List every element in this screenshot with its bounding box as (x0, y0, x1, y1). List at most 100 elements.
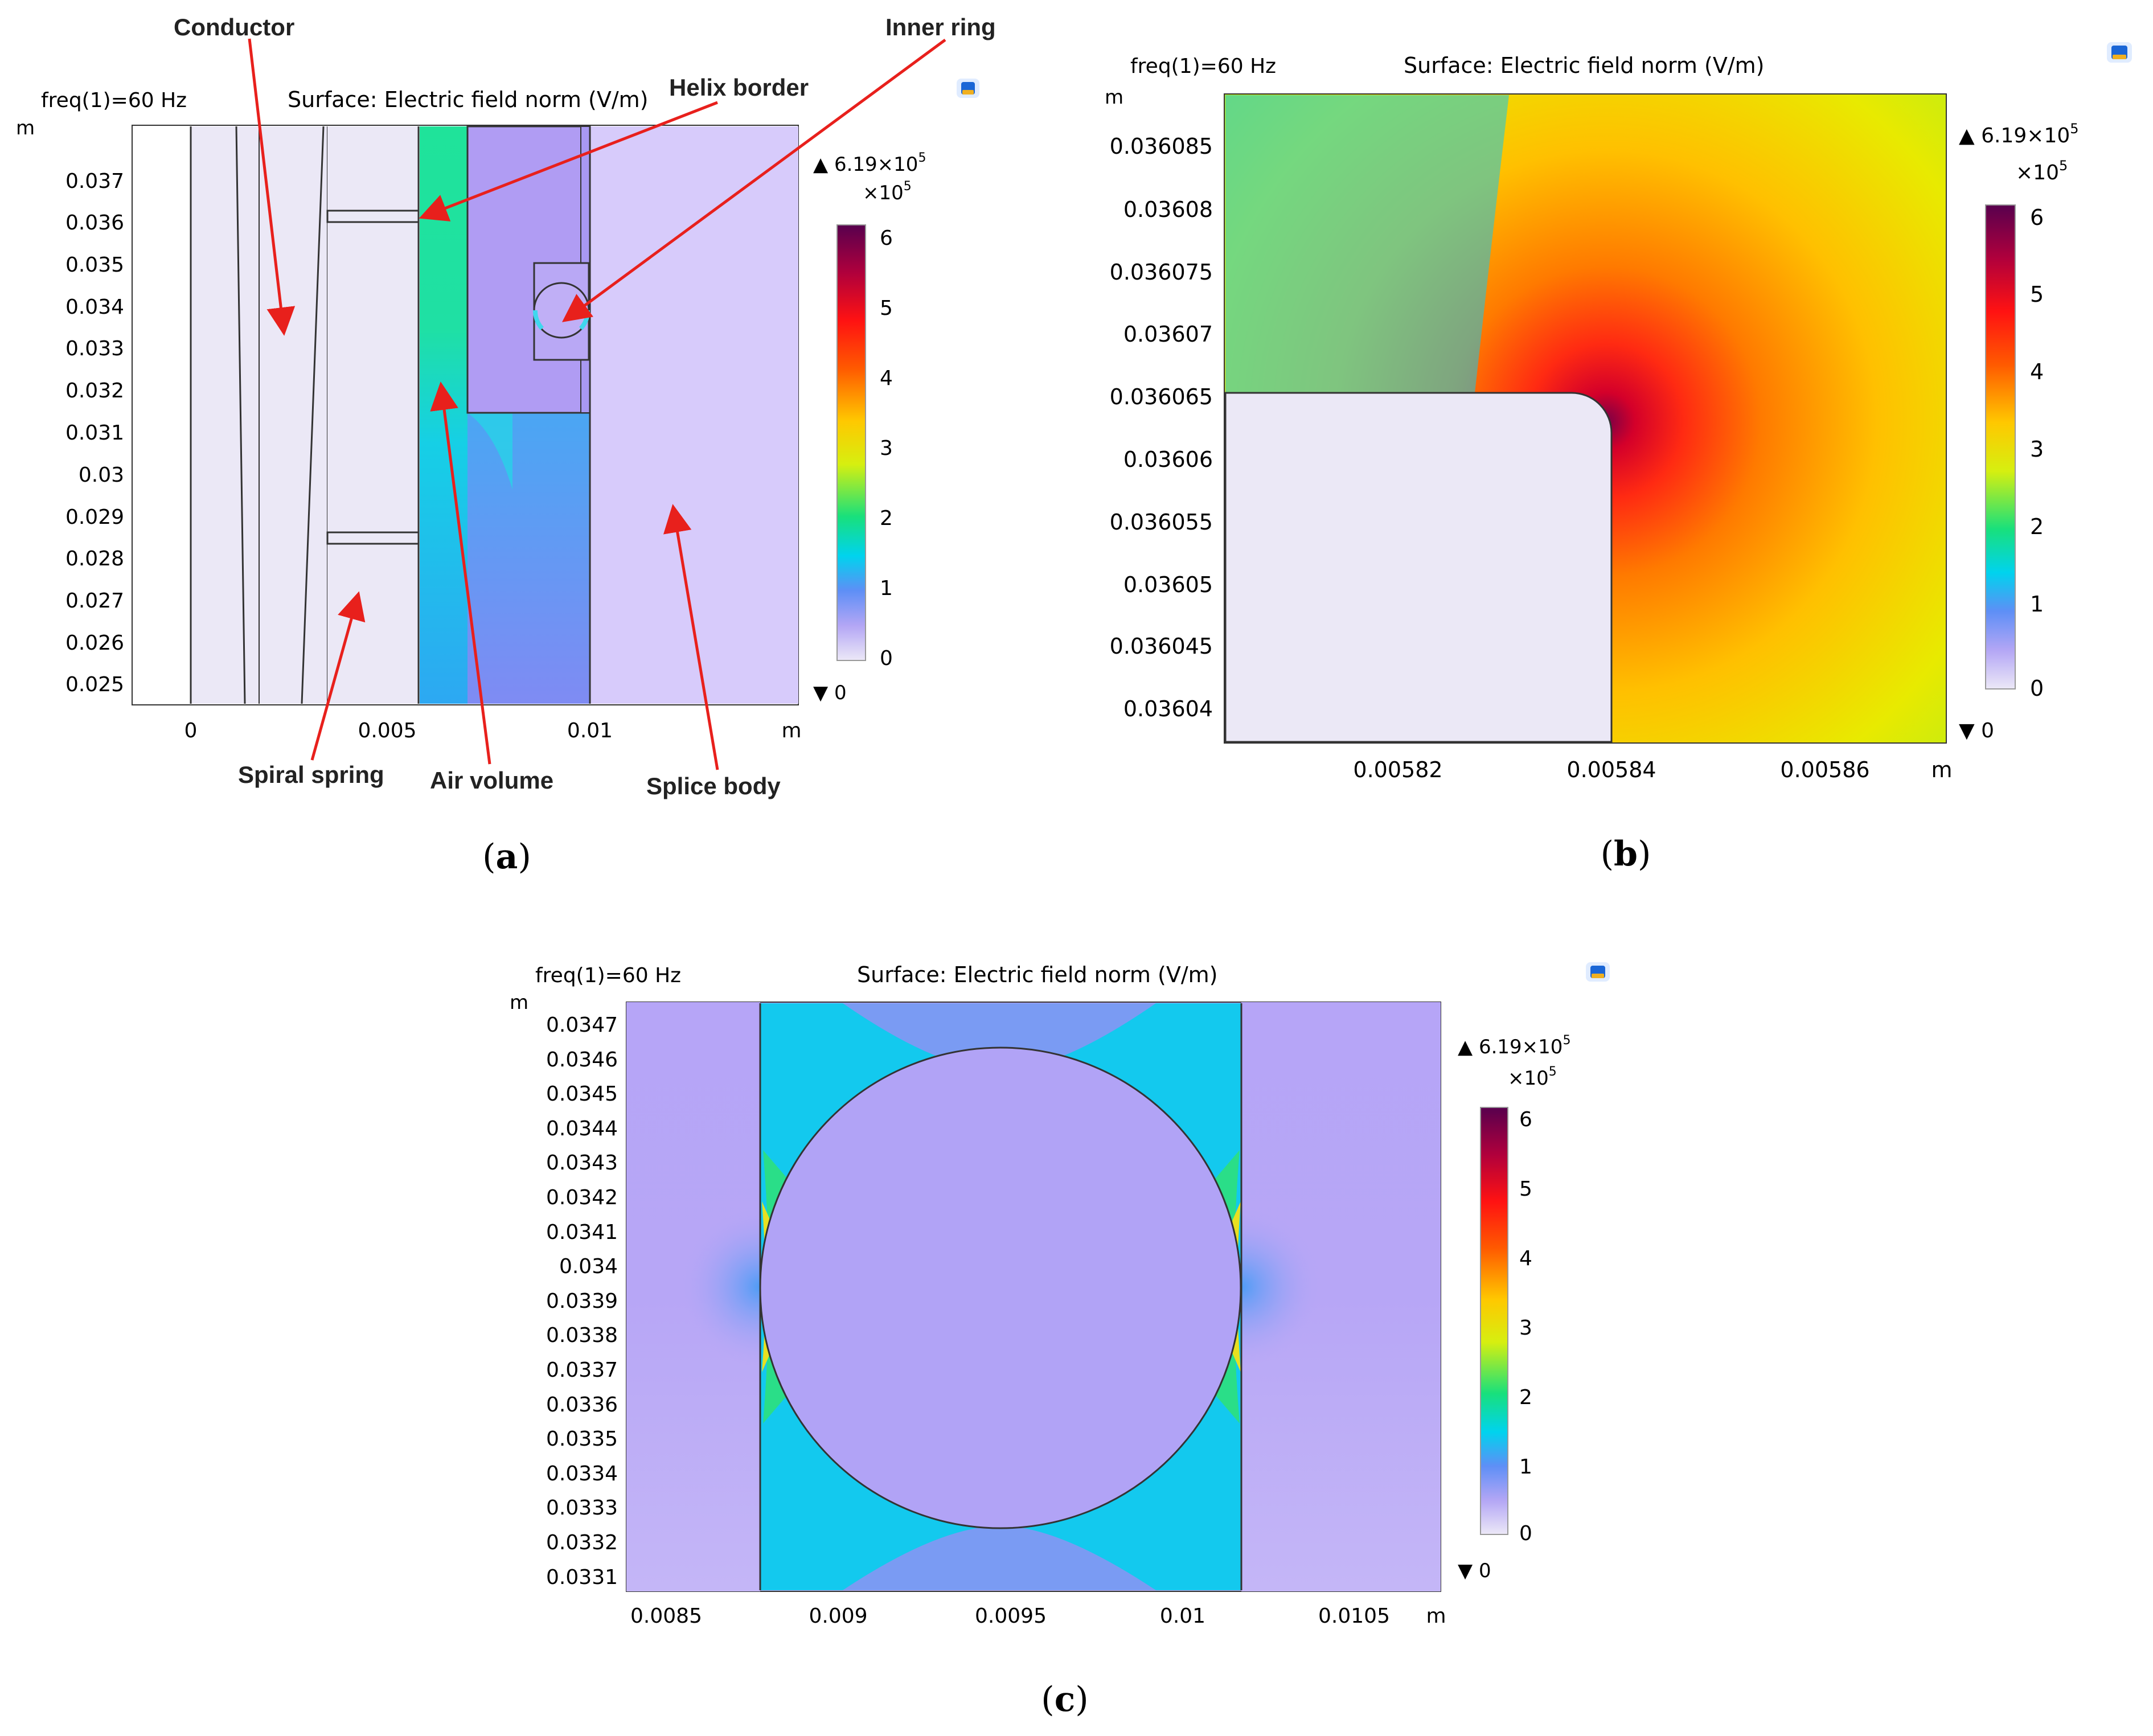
y-tick-label: 0.026 (65, 631, 124, 655)
plot-area-c (626, 1002, 1441, 1592)
colorbar-max-label: ▲ 6.19×105 (1458, 1033, 1570, 1058)
x-tick-label: 0.01 (1160, 1604, 1205, 1628)
x-tick-label: 0.00584 (1566, 757, 1656, 782)
colorbar-tick: 1 (2030, 592, 2044, 617)
x-tick-label: 0.0085 (630, 1604, 702, 1628)
x-tick-label: 0.00586 (1780, 757, 1869, 782)
y-unit: m (510, 991, 528, 1014)
y-tick-label: 0.034 (559, 1255, 618, 1278)
y-unit: m (1105, 86, 1123, 109)
colorbar-min-label: ▼ 0 (1458, 1559, 1491, 1582)
colorbar-tick: 5 (880, 297, 893, 320)
y-tick-label: 0.0343 (546, 1151, 618, 1175)
surface-label: Surface: Electric field norm (V/m) (857, 962, 1217, 987)
y-tick-label: 0.0339 (546, 1290, 618, 1313)
colorbar-tick: 6 (1519, 1108, 1532, 1131)
y-tick-label: 0.0331 (546, 1566, 618, 1589)
colorbar-a: ▲ 6.19×105 ×105 6 5 4 3 2 1 0 ▼ 0 (813, 151, 926, 704)
annotation-spiral-spring: Spiral spring (238, 761, 384, 788)
comsol-logo-icon (2107, 42, 2132, 63)
y-tick-label: 0.0334 (546, 1462, 618, 1485)
panel-a: freq(1)=60 Hz Surface: Electric field no… (16, 14, 996, 877)
colorbar-tick: 2 (1519, 1386, 1532, 1409)
colorbar-tick: 5 (2030, 282, 2044, 307)
y-tick-label: 0.0342 (546, 1186, 618, 1209)
colorbar-gradient (1985, 204, 2016, 690)
y-ticks-c: 0.0347 0.0346 0.0345 0.0344 0.0343 0.034… (546, 1013, 618, 1589)
y-tick-label: 0.03607 (1123, 322, 1213, 347)
colorbar-tick: 0 (2030, 676, 2044, 701)
freq-label: freq(1)=60 Hz (1130, 55, 1276, 78)
plot-area-b (1224, 93, 1947, 744)
y-tick-label: 0.03605 (1123, 572, 1213, 597)
freq-label: freq(1)=60 Hz (535, 964, 681, 987)
y-tick-label: 0.029 (65, 506, 124, 529)
x-tick-label: 0.0105 (1318, 1604, 1390, 1628)
colorbar-gradient (1480, 1107, 1508, 1535)
y-tick-label: 0.03 (79, 463, 124, 487)
y-tick-label: 0.0336 (546, 1393, 618, 1417)
colorbar-scale-label: ×105 (863, 179, 912, 204)
y-tick-label: 0.025 (65, 673, 124, 696)
y-tick-label: 0.032 (65, 379, 124, 403)
x-tick-label: 0.009 (809, 1604, 867, 1628)
panel-c-caption: (c) (1041, 1680, 1088, 1719)
y-tick-label: 0.036065 (1110, 384, 1213, 409)
y-tick-label: 0.036 (65, 211, 124, 235)
colorbar-c: ▲ 6.19×105 ×105 6 5 4 3 2 1 0 ▼ 0 (1458, 1033, 1570, 1582)
panel-b-caption: (b) (1601, 834, 1651, 874)
y-tick-label: 0.0344 (546, 1117, 618, 1140)
colorbar-scale-label: ×105 (1508, 1065, 1557, 1090)
colorbar-tick: 1 (880, 577, 893, 600)
y-tick-label: 0.035 (65, 253, 124, 277)
y-ticks-b: 0.036085 0.03608 0.036075 0.03607 0.0360… (1110, 134, 1213, 721)
x-unit: m (1931, 757, 1952, 782)
colorbar-max-label: ▲ 6.19×105 (1959, 121, 2079, 147)
colorbar-tick: 2 (2030, 514, 2044, 539)
surface-label: Surface: Electric field norm (V/m) (1404, 53, 1764, 78)
comsol-logo-icon (1586, 962, 1610, 982)
y-tick-label: 0.0345 (546, 1082, 618, 1106)
colorbar-tick: 0 (880, 647, 893, 670)
surface-label: Surface: Electric field norm (V/m) (288, 87, 648, 112)
y-tick-label: 0.03604 (1123, 696, 1213, 721)
colorbar-tick: 3 (2030, 437, 2044, 462)
y-tick-label: 0.036085 (1110, 134, 1213, 159)
y-tick-label: 0.037 (65, 170, 124, 193)
y-tick-label: 0.0337 (546, 1359, 618, 1382)
plot-area-a (132, 125, 799, 705)
x-unit: m (1426, 1604, 1446, 1628)
x-ticks-b: 0.00582 0.00584 0.00586 m (1353, 757, 1952, 782)
colorbar-scale-label: ×105 (2016, 158, 2068, 184)
conductor-corner-region (1224, 392, 1613, 743)
colorbar-tick: 3 (1519, 1316, 1532, 1340)
y-tick-label: 0.027 (65, 589, 124, 613)
colorbar-gradient (836, 224, 866, 661)
y-tick-label: 0.03606 (1123, 447, 1213, 472)
annotation-inner-ring: Inner ring (885, 14, 996, 40)
colorbar-tick: 2 (880, 507, 893, 530)
colorbar-tick: 1 (1519, 1455, 1532, 1479)
annotation-helix-border: Helix border (669, 74, 809, 101)
comsol-logo-icon (957, 79, 979, 98)
y-tick-label: 0.036055 (1110, 510, 1213, 535)
x-ticks-c: 0.0085 0.009 0.0095 0.01 0.0105 m (630, 1604, 1446, 1628)
x-tick-label: 0.005 (358, 719, 416, 742)
colorbar-tick: 6 (880, 227, 893, 250)
colorbar-tick: 0 (1519, 1522, 1532, 1545)
y-tick-label: 0.031 (65, 421, 124, 445)
y-tick-label: 0.034 (65, 296, 124, 319)
colorbar-tick: 3 (880, 437, 893, 460)
annotation-conductor: Conductor (174, 14, 294, 40)
y-tick-label: 0.033 (65, 337, 124, 360)
inner-ring-circle (759, 1046, 1242, 1529)
colorbar-min-label: ▼ 0 (1959, 719, 1994, 742)
y-tick-label: 0.036045 (1110, 634, 1213, 659)
x-tick-label: 0.0095 (975, 1604, 1047, 1628)
panel-b: freq(1)=60 Hz Surface: Electric field no… (1105, 42, 2132, 874)
freq-label: freq(1)=60 Hz (41, 89, 187, 112)
y-tick-label: 0.036075 (1110, 260, 1213, 285)
splice-body-region (590, 126, 798, 704)
y-tick-label: 0.0341 (546, 1221, 618, 1244)
